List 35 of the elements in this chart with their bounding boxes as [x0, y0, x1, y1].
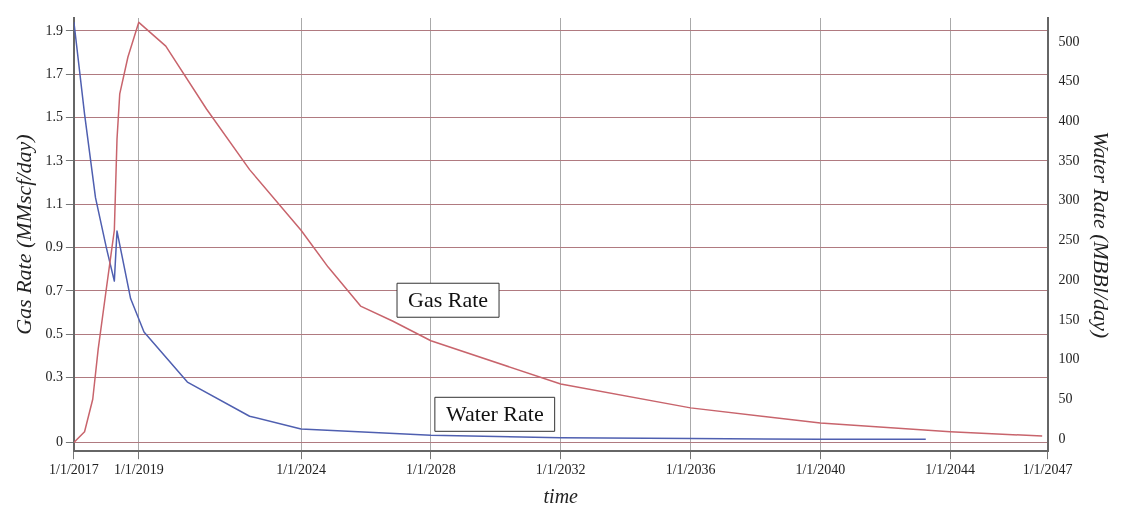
y2-tick-label: 450: [1058, 73, 1080, 89]
y2-axis-title: Water Rate (MBBl/day): [1089, 131, 1115, 339]
y2-tick-label: 150: [1058, 311, 1080, 327]
y-tick-label: 0.3: [45, 369, 63, 385]
y-tick-label: 1.1: [45, 195, 63, 211]
x-tick-label: 1/1/2036: [665, 462, 716, 478]
y2-tick-label: 50: [1058, 391, 1073, 407]
y2-tick-label: 100: [1058, 351, 1080, 367]
series-label: Water Rate: [445, 401, 544, 427]
x-tick-label: 1/1/2044: [925, 462, 976, 478]
y2-tick-label: 200: [1058, 271, 1080, 287]
y2-tick-label: 300: [1058, 192, 1080, 208]
y-tick-label: 1.3: [45, 152, 63, 168]
x-tick-label: 1/1/2028: [405, 462, 456, 478]
y-tick-label: 1.7: [45, 65, 63, 81]
y2-tick-label: 500: [1058, 33, 1080, 49]
x-tick-label: 1/1/2032: [535, 462, 586, 478]
y-tick-label: 0.9: [45, 239, 63, 255]
y2-tick-label: 400: [1058, 113, 1080, 128]
x-tick-label: 1/1/2047: [1022, 462, 1073, 478]
y-tick-label: 0.5: [45, 325, 63, 341]
y2-tick-label: 250: [1058, 232, 1080, 248]
y-tick-label: 1.5: [45, 109, 63, 125]
y-axis-title: Gas Rate (MMscf/day): [10, 134, 36, 335]
x-tick-label: 1/1/2040: [795, 462, 846, 478]
series-label: Gas Rate: [408, 287, 489, 313]
y2-tick-label: 0: [1058, 430, 1066, 446]
x-axis-title: time: [543, 485, 579, 508]
y-tick-label: 0: [55, 434, 63, 450]
y2-tick-label: 350: [1058, 152, 1080, 168]
x-tick-label: 1/1/2024: [276, 462, 326, 478]
x-tick-label: 1/1/2019: [113, 462, 164, 478]
x-tick-label: 1/1/2017: [49, 462, 99, 478]
y-tick-label: 0.7: [45, 282, 63, 298]
y-tick-label: 1.9: [45, 22, 63, 38]
